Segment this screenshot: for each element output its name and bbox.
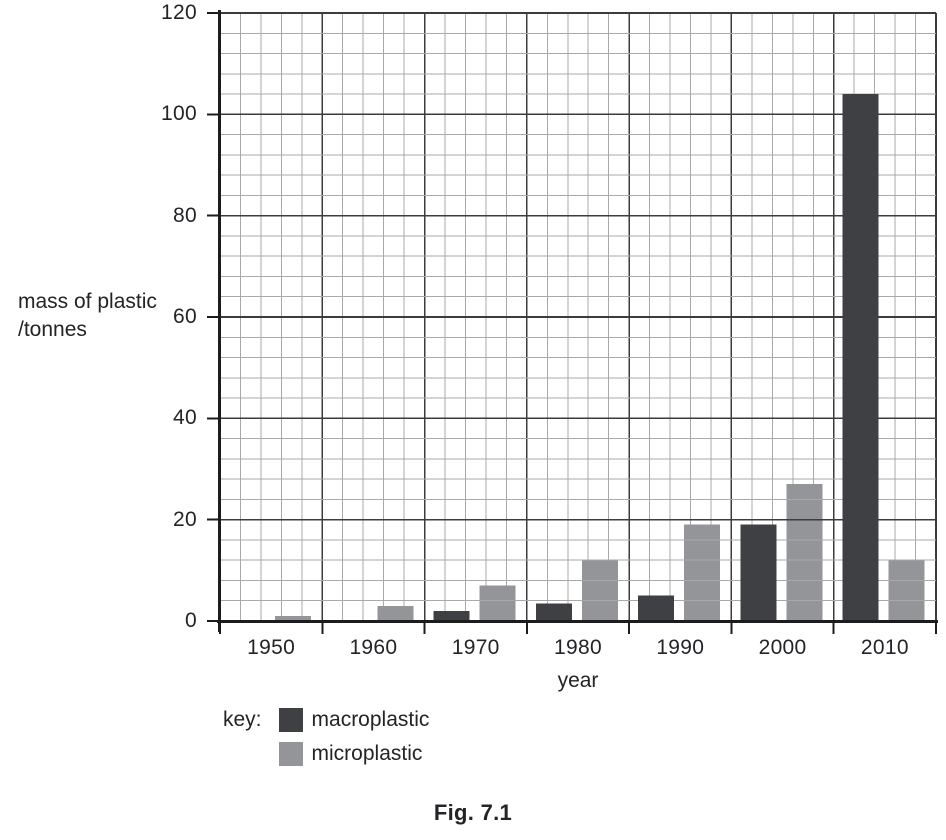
bar-microplastic-2000 <box>786 484 823 621</box>
x-tick-label-1950: 1950 <box>247 636 296 659</box>
legend-label-macroplastic: macroplastic <box>311 708 430 731</box>
legend-title: key: <box>223 708 262 731</box>
bar-macroplastic-2010 <box>842 94 879 622</box>
figure-caption: Fig. 7.1 <box>433 800 513 825</box>
legend: key: macroplastic microplastic <box>223 707 429 775</box>
y-tick-label-20: 20 <box>173 507 197 531</box>
bar-macroplastic-1980 <box>535 603 572 621</box>
bar-macroplastic-2000 <box>740 524 777 621</box>
x-tick-label-2000: 2000 <box>758 636 807 659</box>
x-axis-label: year <box>557 669 599 692</box>
y-tick-label-40: 40 <box>173 406 197 430</box>
microplastic-swatch <box>278 741 303 766</box>
y-axis-label-line1: mass of plastic <box>18 290 157 313</box>
bar-microplastic-1980 <box>581 560 618 621</box>
bar-microplastic-1950 <box>275 615 311 621</box>
y-tick-label-60: 60 <box>173 305 197 328</box>
bar-microplastic-2010 <box>888 560 925 621</box>
bar-macroplastic-1990 <box>638 595 675 621</box>
macroplastic-swatch <box>278 707 303 732</box>
legend-item-macroplastic: macroplastic <box>278 707 430 732</box>
y-axis-label-line2: /tonnes <box>18 318 87 341</box>
x-tick-label-1970: 1970 <box>451 636 500 659</box>
y-axis-label: mass of plastic /tonnes <box>18 288 157 344</box>
bar-microplastic-1990 <box>684 524 721 621</box>
x-tick-label-1990: 1990 <box>656 636 705 659</box>
y-tick-label-80: 80 <box>173 203 197 227</box>
bar-microplastic-1960 <box>377 605 414 621</box>
legend-label-microplastic: microplastic <box>311 742 423 765</box>
bar-microplastic-1970 <box>479 585 516 621</box>
y-axis-line <box>218 10 221 632</box>
y-tick-label-100: 100 <box>161 102 197 126</box>
y-tick-label-120: 120 <box>161 1 197 24</box>
x-tick-label-1960: 1960 <box>349 636 398 659</box>
x-tick-label-1980: 1980 <box>554 636 602 659</box>
y-tick-label-0: 0 <box>185 609 197 632</box>
legend-item-microplastic: microplastic <box>278 741 430 766</box>
x-tick-label-2010: 2010 <box>860 636 909 659</box>
x-axis-line <box>217 620 938 623</box>
bar-macroplastic-1970 <box>433 610 470 621</box>
legend-rows: macroplastic microplastic <box>278 707 430 775</box>
